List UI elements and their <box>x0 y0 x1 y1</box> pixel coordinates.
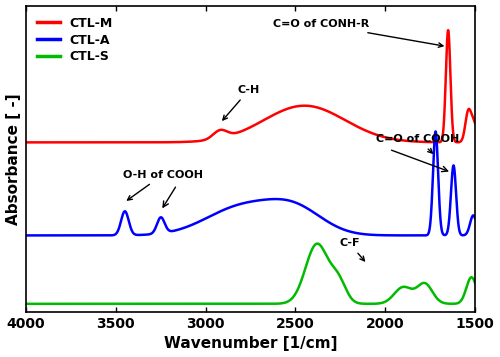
Legend: CTL-M, CTL-A, CTL-S: CTL-M, CTL-A, CTL-S <box>32 12 118 68</box>
CTL-S <box>358 301 364 306</box>
CTL-A <box>292 200 298 205</box>
CTL-S <box>23 302 29 306</box>
Y-axis label: Absorbance [ -]: Absorbance [ -] <box>6 93 20 225</box>
CTL-M <box>358 126 364 131</box>
CTL-M <box>23 140 29 145</box>
CTL-S <box>392 291 398 295</box>
CTL-S <box>472 281 478 285</box>
Line: CTL-S: CTL-S <box>26 243 475 304</box>
CTL-S <box>194 302 200 306</box>
CTL-M <box>292 105 298 109</box>
CTL-M <box>472 121 478 125</box>
Text: O-H of COOH: O-H of COOH <box>122 170 202 200</box>
CTL-S <box>292 292 298 296</box>
CTL-A <box>104 233 110 237</box>
Line: CTL-A: CTL-A <box>26 131 475 235</box>
CTL-M <box>315 106 321 110</box>
CTL-A <box>432 129 438 134</box>
CTL-A <box>23 233 29 237</box>
Text: C=O of COOH: C=O of COOH <box>376 134 460 153</box>
CTL-S <box>104 302 110 306</box>
CTL-M <box>104 140 110 145</box>
Text: C-F: C-F <box>339 238 364 261</box>
Line: CTL-M: CTL-M <box>26 30 475 142</box>
CTL-S <box>315 242 321 246</box>
CTL-S <box>314 241 320 246</box>
CTL-A <box>358 232 364 236</box>
Text: C=O of CONH-R: C=O of CONH-R <box>272 19 443 47</box>
CTL-M <box>445 28 451 32</box>
CTL-A <box>472 216 478 221</box>
CTL-A <box>315 213 321 217</box>
Text: C-H: C-H <box>223 85 260 120</box>
X-axis label: Wavenumber [1/cm]: Wavenumber [1/cm] <box>164 336 338 351</box>
CTL-A <box>194 220 200 225</box>
CTL-A <box>392 233 398 237</box>
CTL-M <box>194 139 200 143</box>
CTL-M <box>392 137 398 141</box>
